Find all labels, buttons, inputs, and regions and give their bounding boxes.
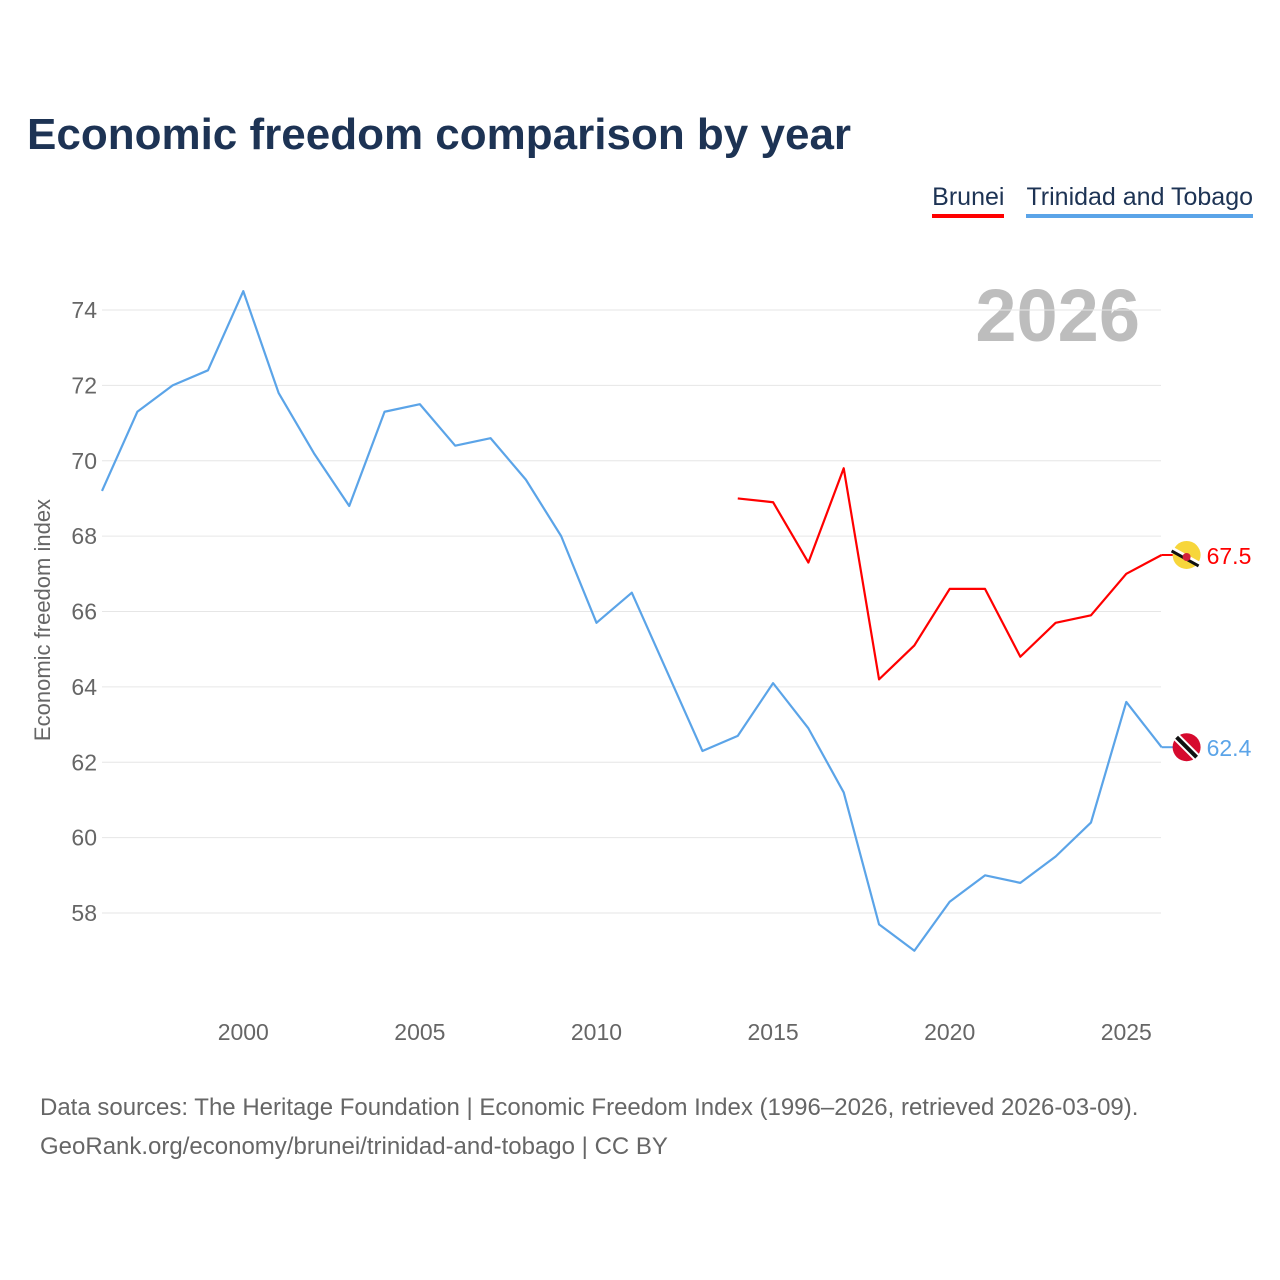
y-tick-label: 58: [71, 900, 97, 926]
end-value-label: 62.4: [1207, 735, 1252, 761]
x-tick-label: 2010: [571, 1019, 622, 1045]
x-tick-label: 2005: [394, 1019, 445, 1045]
brunei-flag-emblem: [1182, 552, 1191, 561]
y-tick-label: 62: [71, 749, 97, 775]
source-note: Data sources: The Heritage Foundation | …: [40, 1088, 1138, 1166]
end-value-label: 67.5: [1207, 543, 1252, 569]
y-tick-label: 64: [71, 674, 97, 700]
source-line-1: Data sources: The Heritage Foundation | …: [40, 1094, 1139, 1121]
x-tick-label: 2015: [747, 1019, 798, 1045]
source-line-2[interactable]: GeoRank.org/economy/brunei/trinidad-and-…: [40, 1133, 668, 1160]
legend: Brunei Trinidad and Tobago: [932, 183, 1253, 218]
line-chart: 2026 Economic freedom index 58 60 62 64 66 68…: [30, 274, 1252, 1045]
y-tick-label: 60: [71, 825, 97, 851]
y-tick-label: 72: [71, 372, 97, 398]
y-tick-label: 68: [71, 523, 97, 549]
x-tick-label: 2025: [1101, 1019, 1152, 1045]
x-tick-label: 2020: [924, 1019, 975, 1045]
series-line-trinidad: [100, 290, 1163, 952]
y-tick-label: 70: [71, 448, 97, 474]
legend-item-trinidad[interactable]: Trinidad and Tobago: [1026, 183, 1253, 218]
trinidad-flag-stripe: [1175, 735, 1199, 759]
series-line-brunei: [737, 467, 1163, 681]
y-axis-label: Economic freedom index: [30, 499, 55, 741]
year-watermark: 2026: [975, 274, 1140, 357]
legend-item-brunei[interactable]: Brunei: [932, 183, 1005, 218]
x-tick-label: 2000: [218, 1019, 269, 1045]
y-tick-label: 74: [71, 297, 97, 323]
y-tick-label: 66: [71, 599, 97, 625]
chart-title: Economic freedom comparison by year: [27, 110, 852, 159]
